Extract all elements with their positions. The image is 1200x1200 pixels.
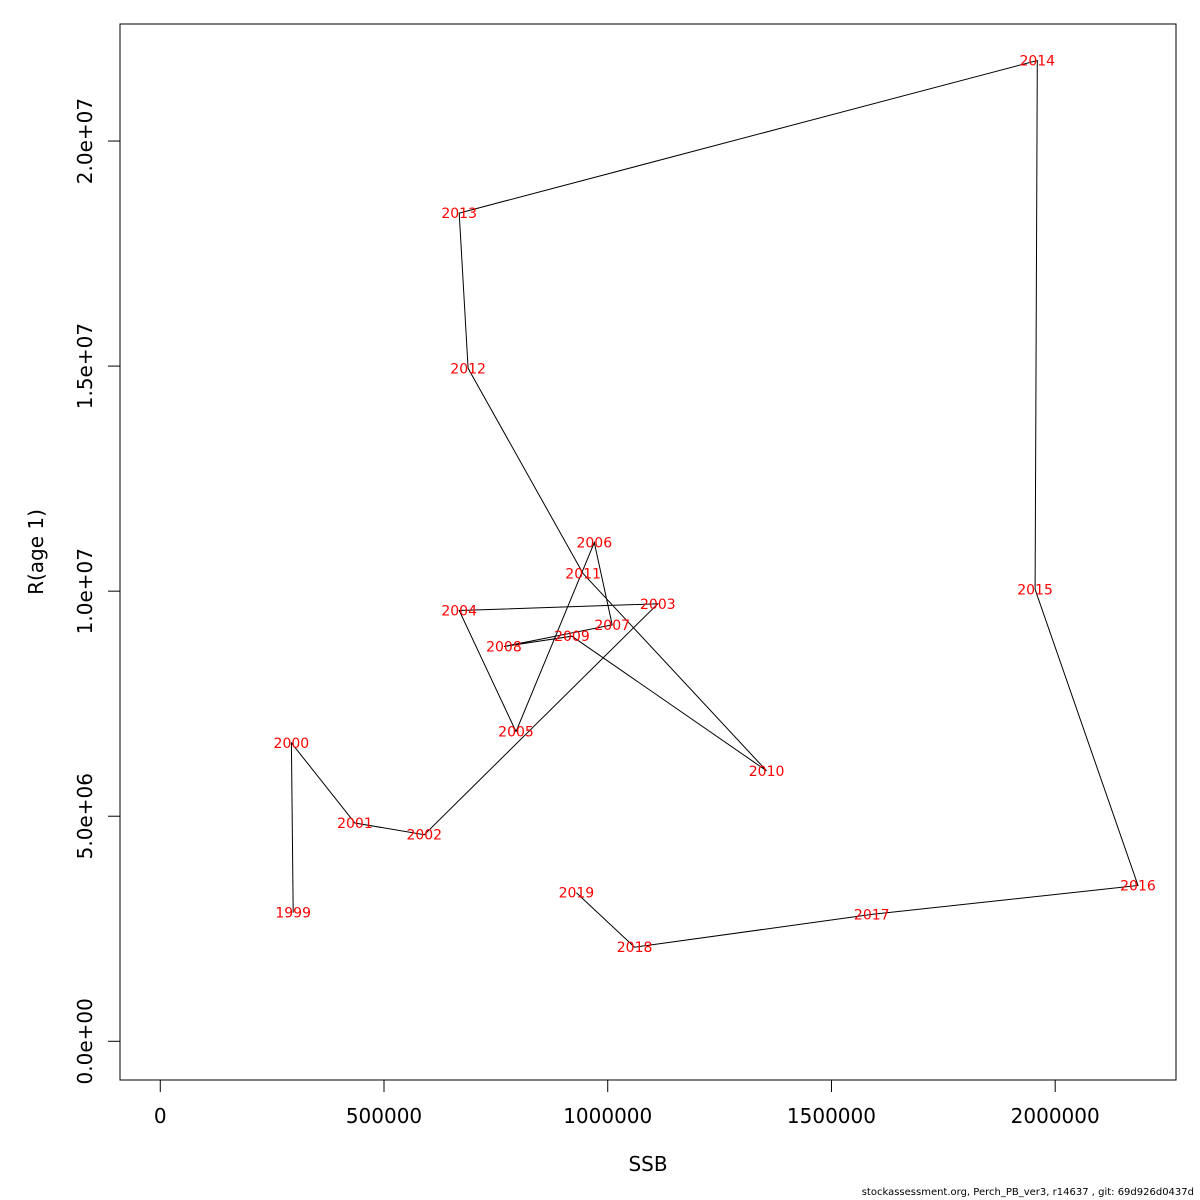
x-tick-label: 2000000	[1011, 1104, 1100, 1128]
point-label-2001: 2001	[337, 816, 373, 832]
point-label-2014: 2014	[1019, 53, 1055, 69]
x-tick-label: 500000	[346, 1104, 422, 1128]
point-label-2006: 2006	[576, 536, 612, 552]
y-axis-title: R(age 1)	[24, 509, 48, 595]
y-tick-label: 5.0e+06	[73, 773, 97, 859]
point-label-2019: 2019	[559, 886, 595, 902]
x-tick-label: 1500000	[787, 1104, 876, 1128]
point-label-2017: 2017	[854, 907, 890, 923]
point-label-2018: 2018	[617, 940, 653, 956]
series-path	[290, 59, 1139, 948]
point-label-2011: 2011	[565, 567, 601, 583]
point-label-2002: 2002	[406, 828, 442, 844]
point-label-2007: 2007	[594, 618, 630, 634]
point-label-2013: 2013	[441, 206, 477, 222]
x-axis-title: SSB	[628, 1152, 667, 1176]
point-label-2015: 2015	[1017, 582, 1053, 598]
point-label-2010: 2010	[749, 764, 785, 780]
point-label-2009: 2009	[554, 629, 590, 645]
footer-credit: stockassessment.org, Perch_PB_ver3, r146…	[861, 1187, 1194, 1198]
point-label-2003: 2003	[640, 597, 676, 613]
y-tick-label: 0.0e+00	[73, 998, 97, 1084]
y-tick-label: 2.0e+07	[73, 98, 97, 184]
point-label-2008: 2008	[486, 640, 522, 656]
point-label-2004: 2004	[441, 604, 477, 620]
y-tick-label: 1.0e+07	[73, 548, 97, 634]
sr-trajectory-line	[290, 59, 1139, 948]
x-axis: 0 500000 1000000 1500000 2000000	[154, 1079, 1100, 1128]
y-axis: 0.0e+00 5.0e+06 1.0e+07 1.5e+07 2.0e+07	[73, 98, 121, 1084]
point-label-2012: 2012	[450, 361, 486, 377]
point-label-2016: 2016	[1120, 879, 1156, 895]
y-tick-label: 1.5e+07	[73, 323, 97, 409]
plot-frame	[119, 23, 1177, 1081]
point-label-2005: 2005	[498, 725, 534, 741]
x-tick-label: 1000000	[563, 1104, 652, 1128]
point-label-1999: 1999	[275, 906, 311, 922]
x-tick-label: 0	[154, 1104, 167, 1128]
point-label-2000: 2000	[274, 736, 310, 752]
point-labels: 1999 2000 2001 2002 2003 2004 2005 2006 2007 2008…	[274, 53, 1156, 956]
